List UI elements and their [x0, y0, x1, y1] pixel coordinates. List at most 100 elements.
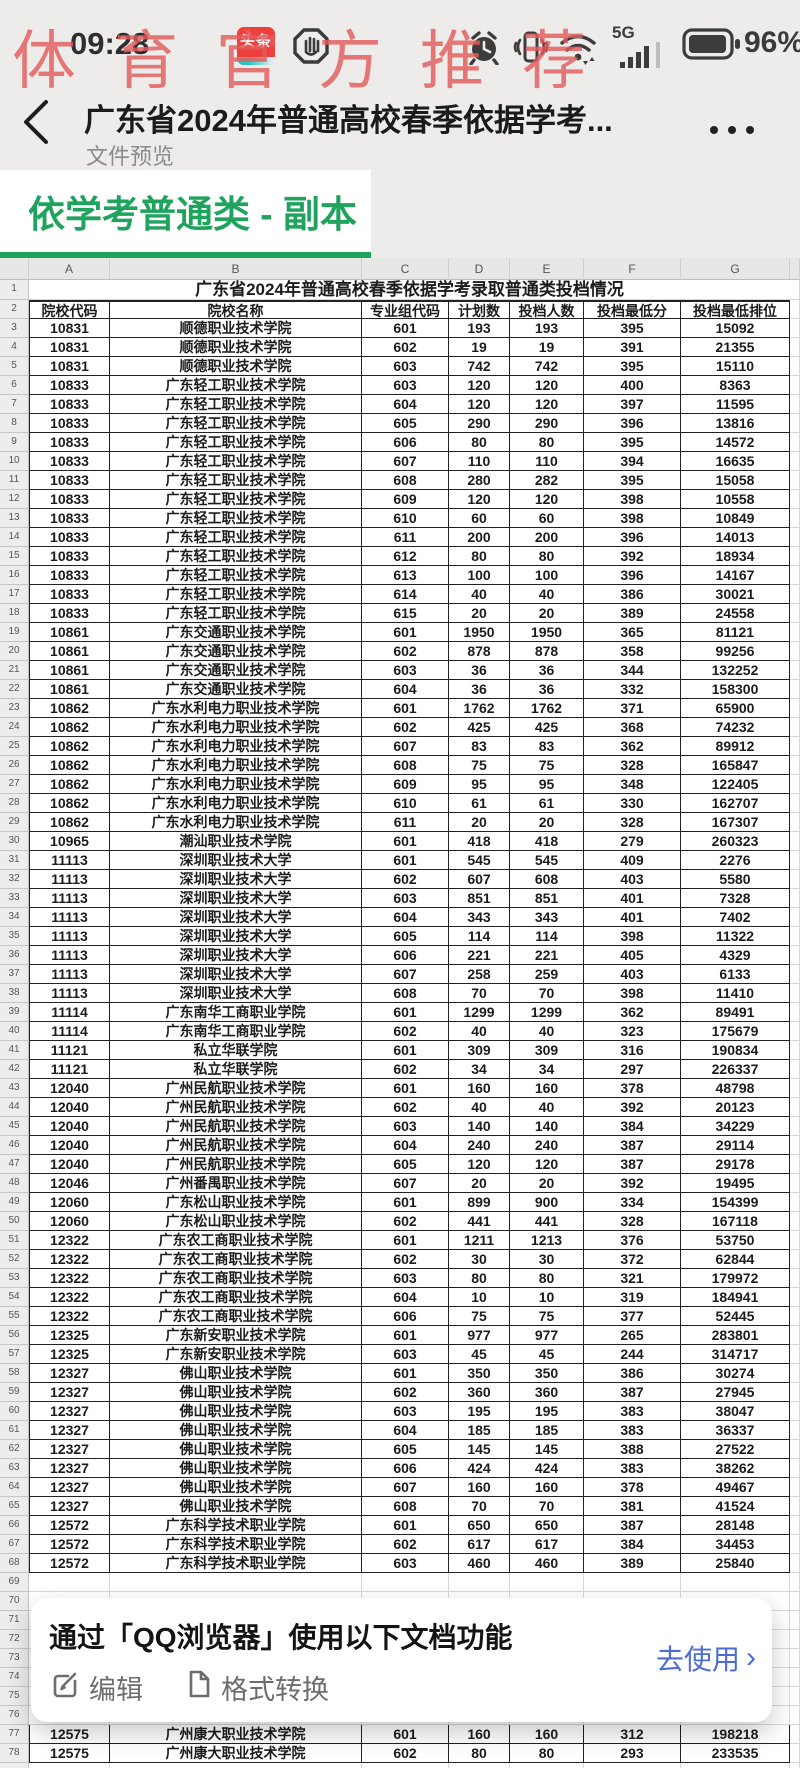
- cell-value[interactable]: 广州民航职业技术学院: [110, 1136, 362, 1155]
- row-number[interactable]: 59: [0, 1383, 29, 1402]
- cell-empty[interactable]: [790, 889, 800, 908]
- cell-value[interactable]: 60: [510, 509, 584, 528]
- cell-value[interactable]: 广东交通职业技术学院: [110, 680, 362, 699]
- cell-value[interactable]: 深圳职业技术大学: [110, 965, 362, 984]
- cell-value[interactable]: 11113: [29, 946, 110, 965]
- cell-value[interactable]: 602: [362, 642, 449, 661]
- cell-value[interactable]: 29114: [681, 1136, 790, 1155]
- cell-value[interactable]: 19: [449, 338, 510, 357]
- cell-empty[interactable]: [790, 1497, 800, 1516]
- cell-empty[interactable]: [681, 1573, 790, 1592]
- cell-value[interactable]: 460: [510, 1554, 584, 1573]
- cell-value[interactable]: 13816: [681, 414, 790, 433]
- cell-empty[interactable]: [790, 1117, 800, 1136]
- row-number[interactable]: 62: [0, 1440, 29, 1459]
- cell-value[interactable]: 12327: [29, 1478, 110, 1497]
- cell-value[interactable]: 154399: [681, 1193, 790, 1212]
- row-number[interactable]: 45: [0, 1117, 29, 1136]
- cell-value[interactable]: 36337: [681, 1421, 790, 1440]
- cell-empty[interactable]: [110, 1763, 362, 1768]
- cell-empty[interactable]: [790, 680, 800, 699]
- cell-value[interactable]: 365: [584, 623, 681, 642]
- cell-value[interactable]: 广州民航职业技术学院: [110, 1079, 362, 1098]
- cell-value[interactable]: 佛山职业技术学院: [110, 1440, 362, 1459]
- cell-value[interactable]: 佛山职业技术学院: [110, 1478, 362, 1497]
- cell-value[interactable]: 10833: [29, 395, 110, 414]
- cell-value[interactable]: 195: [449, 1402, 510, 1421]
- row-number[interactable]: 48: [0, 1174, 29, 1193]
- cell-empty[interactable]: [790, 642, 800, 661]
- cell-value[interactable]: 283801: [681, 1326, 790, 1345]
- row-number[interactable]: 51: [0, 1231, 29, 1250]
- cell-value[interactable]: 545: [510, 851, 584, 870]
- cell-value[interactable]: 162707: [681, 794, 790, 813]
- cell-value[interactable]: 29178: [681, 1155, 790, 1174]
- cell-value[interactable]: 605: [362, 1155, 449, 1174]
- cell-value[interactable]: 140: [449, 1117, 510, 1136]
- cell-value[interactable]: 386: [584, 585, 681, 604]
- cell-value[interactable]: 12327: [29, 1459, 110, 1478]
- cell-value[interactable]: 12060: [29, 1193, 110, 1212]
- cell-value[interactable]: 52445: [681, 1307, 790, 1326]
- row-number[interactable]: 58: [0, 1364, 29, 1383]
- column-letter[interactable]: F: [584, 258, 681, 280]
- column-letter[interactable]: C: [362, 258, 449, 280]
- cell-value[interactable]: 332: [584, 680, 681, 699]
- cell-value[interactable]: 388: [584, 1440, 681, 1459]
- cell-value[interactable]: 广州民航职业技术学院: [110, 1155, 362, 1174]
- cell-empty[interactable]: [790, 1022, 800, 1041]
- cell-value[interactable]: 195: [510, 1402, 584, 1421]
- row-number[interactable]: 67: [0, 1535, 29, 1554]
- cell-empty[interactable]: [790, 946, 800, 965]
- cell-empty[interactable]: [790, 471, 800, 490]
- go-use-link[interactable]: 去使用 ›: [656, 1638, 756, 1678]
- cell-empty[interactable]: [29, 1573, 110, 1592]
- cell-value[interactable]: 36: [510, 661, 584, 680]
- cell-value[interactable]: 10833: [29, 585, 110, 604]
- cell-value[interactable]: 15092: [681, 319, 790, 338]
- row-number[interactable]: 68: [0, 1554, 29, 1573]
- cell-value[interactable]: 358: [584, 642, 681, 661]
- cell-value[interactable]: 广东轻工职业技术学院: [110, 452, 362, 471]
- cell-value[interactable]: 10833: [29, 490, 110, 509]
- cell-value[interactable]: 603: [362, 1554, 449, 1573]
- cell-empty[interactable]: [790, 1421, 800, 1440]
- cell-value[interactable]: 10862: [29, 718, 110, 737]
- row-number[interactable]: 16: [0, 566, 29, 585]
- cell-value[interactable]: 12040: [29, 1155, 110, 1174]
- cell-empty[interactable]: [790, 813, 800, 832]
- cell-value[interactable]: 14013: [681, 528, 790, 547]
- cell-value[interactable]: 广州康大职业技术学院: [110, 1744, 362, 1763]
- cell-empty[interactable]: [790, 1079, 800, 1098]
- cell-value[interactable]: 12322: [29, 1269, 110, 1288]
- cell-empty[interactable]: [790, 1535, 800, 1554]
- cell-value[interactable]: 314717: [681, 1345, 790, 1364]
- cell-value[interactable]: 投档人数: [510, 300, 584, 319]
- cell-empty[interactable]: [790, 1668, 800, 1687]
- cell-value[interactable]: 395: [584, 433, 681, 452]
- edit-feature-button[interactable]: 编辑: [51, 1668, 143, 1707]
- row-number[interactable]: [0, 1763, 29, 1768]
- cell-value[interactable]: 40: [449, 1098, 510, 1117]
- row-number[interactable]: 54: [0, 1288, 29, 1307]
- cell-value[interactable]: 392: [584, 1098, 681, 1117]
- cell-value[interactable]: 397: [584, 395, 681, 414]
- cell-value[interactable]: 广东水利电力职业技术学院: [110, 699, 362, 718]
- cell-value[interactable]: 603: [362, 1269, 449, 1288]
- cell-value[interactable]: 602: [362, 1098, 449, 1117]
- row-number[interactable]: 9: [0, 433, 29, 452]
- cell-value[interactable]: 601: [362, 851, 449, 870]
- cell-empty[interactable]: [790, 1193, 800, 1212]
- cell-value[interactable]: 120: [510, 376, 584, 395]
- cell-empty[interactable]: [790, 528, 800, 547]
- cell-value[interactable]: 265: [584, 1326, 681, 1345]
- cell-empty[interactable]: [790, 395, 800, 414]
- row-number[interactable]: 55: [0, 1307, 29, 1326]
- cell-value[interactable]: 11113: [29, 908, 110, 927]
- row-number[interactable]: 19: [0, 623, 29, 642]
- cell-value[interactable]: 603: [362, 376, 449, 395]
- cell-value[interactable]: 62844: [681, 1250, 790, 1269]
- row-number[interactable]: 46: [0, 1136, 29, 1155]
- cell-value[interactable]: 5580: [681, 870, 790, 889]
- cell-value[interactable]: 185: [449, 1421, 510, 1440]
